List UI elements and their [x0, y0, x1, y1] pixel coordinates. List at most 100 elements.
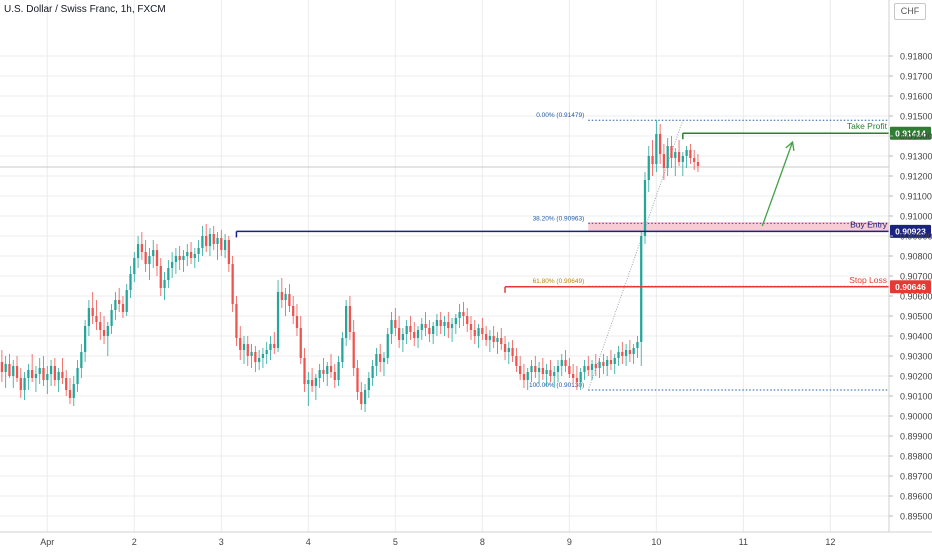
- candle-body: [76, 368, 79, 384]
- time-tick-label: 10: [651, 537, 661, 547]
- candle-body: [295, 316, 299, 328]
- candle-body: [114, 300, 117, 310]
- price-tick-label: 0.90600: [900, 292, 932, 302]
- candle-body: [246, 344, 249, 356]
- candle-body: [46, 374, 49, 380]
- candle-body: [223, 240, 227, 250]
- price-tick-label: 0.89800: [900, 452, 932, 462]
- candle-body: [49, 366, 53, 374]
- forecast-arrow-head: [785, 140, 795, 151]
- candle-body: [307, 380, 310, 384]
- time-tick-label: 5: [393, 537, 398, 547]
- candle-body: [432, 326, 435, 334]
- buy-entry-label: Buy Entry: [850, 219, 888, 229]
- candle-body: [651, 156, 654, 164]
- candle-body: [27, 370, 30, 378]
- candle-body: [322, 370, 325, 374]
- time-tick-label: 11: [739, 537, 748, 547]
- time-tick-label: 3: [219, 537, 224, 547]
- price-tick-label: 0.91600: [900, 92, 932, 102]
- time-axis[interactable]: Apr 2 3 4 5 8 9 10 11 12: [0, 531, 932, 547]
- candle-body: [636, 342, 639, 348]
- candle-body: [182, 256, 185, 260]
- candle-body: [170, 262, 174, 268]
- candle-body: [189, 252, 193, 258]
- candle-body: [265, 350, 268, 354]
- price-tick-label: 0.91000: [900, 212, 932, 222]
- candle-body: [556, 366, 560, 372]
- candle-body: [647, 156, 650, 180]
- candle-body: [674, 152, 677, 158]
- candle-body: [337, 362, 340, 380]
- candle-body: [526, 372, 529, 380]
- candle-body: [174, 256, 178, 262]
- candle-body: [273, 344, 276, 348]
- candle-body: [254, 352, 257, 362]
- stop-loss-price-tag: [890, 280, 931, 294]
- candle-body: [454, 318, 457, 324]
- fibonacci-retracement: 0.00% (0.91479) 38.20% (0.90963) 61.80% (0…: [529, 112, 889, 391]
- symbol-title: U.S. Dollar / Swiss Franc, 1h, FXCM: [4, 4, 166, 15]
- candle-body: [545, 370, 548, 374]
- candle-body: [515, 356, 518, 366]
- price-tick-label: 0.91500: [900, 112, 932, 122]
- candle-body: [534, 366, 537, 372]
- time-tick-label: Apr: [40, 537, 54, 547]
- candle-body: [163, 280, 166, 288]
- buy-zone: [588, 222, 889, 232]
- price-tick-label: 0.89700: [900, 472, 932, 482]
- candle-body: [469, 324, 473, 330]
- fib-level-label: 100.00% (0.90130): [529, 382, 584, 389]
- candle-body: [696, 162, 700, 166]
- candle-body: [447, 322, 450, 328]
- currency-button[interactable]: CHF: [894, 3, 926, 20]
- candle-body: [216, 238, 219, 244]
- buy-zone-rect: [588, 222, 889, 232]
- fib-level-label: 38.20% (0.90963): [533, 215, 585, 222]
- candle-body: [276, 292, 280, 348]
- candle-body: [640, 236, 643, 342]
- candle-body: [42, 368, 45, 380]
- candle-body: [397, 328, 401, 340]
- price-tick-label: 0.90000: [900, 412, 932, 422]
- candle-body: [394, 320, 397, 328]
- candle-body: [261, 354, 265, 358]
- candle-body: [144, 252, 147, 264]
- candle-body: [367, 378, 370, 390]
- candle-body: [220, 238, 223, 250]
- price-tick-label: 0.90800: [900, 252, 932, 262]
- candle-body: [118, 300, 121, 304]
- candle-body: [420, 324, 423, 330]
- candle-body: [38, 368, 41, 374]
- candle-body: [333, 372, 336, 380]
- candle-body: [136, 244, 140, 258]
- candle-body: [689, 150, 692, 158]
- candle-body: [677, 152, 681, 162]
- candle-body: [341, 338, 344, 362]
- candle-body: [685, 150, 688, 156]
- candle-body: [110, 310, 113, 326]
- candle-body: [386, 334, 389, 358]
- forecast-arrow: [761, 140, 795, 227]
- candle-body: [61, 372, 64, 378]
- candle-body: [31, 370, 34, 378]
- candle-body: [621, 352, 624, 356]
- candle-body: [503, 344, 507, 352]
- candle-body: [598, 362, 601, 368]
- candle-body: [102, 330, 106, 336]
- price-axis[interactable]: 0.91800 0.91700 0.91600 0.91500 0.91400 0.913…: [888, 0, 932, 532]
- candle-body: [609, 360, 613, 364]
- price-tick-label: 0.90700: [900, 272, 932, 282]
- price-tick-label: 0.89500: [900, 512, 932, 522]
- take-profit-price-tag: [890, 126, 931, 140]
- price-tick-label: 0.90100: [900, 392, 932, 402]
- candle-body: [106, 326, 109, 336]
- time-tick-label: 4: [306, 537, 311, 547]
- candle-body: [477, 328, 480, 336]
- candle-body: [4, 364, 7, 372]
- candle-body: [666, 146, 669, 168]
- candle-body: [99, 322, 102, 330]
- candle-body: [83, 326, 87, 352]
